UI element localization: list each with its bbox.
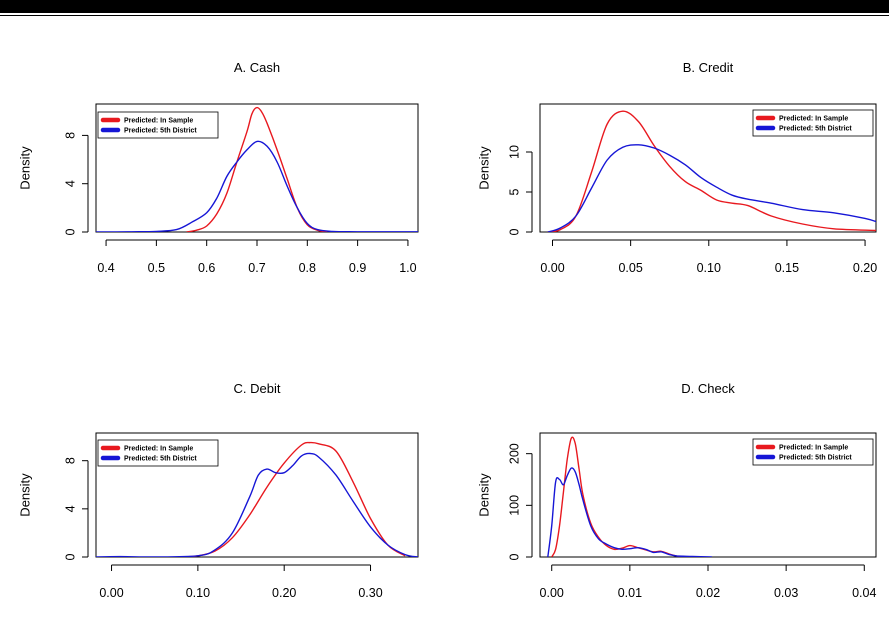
x-tick-label: 0.01 [618,586,642,600]
legend-label: Predicted: In Sample [779,116,848,123]
y-tick-label: 200 [507,443,521,464]
series-line-district [547,467,712,557]
x-tick-label: 0.00 [99,586,123,600]
legend: Predicted: In Sample Predicted: 5th Distr… [97,439,219,467]
legend-label: Predicted: 5th District [124,128,197,135]
chart-title: B. Credit [683,60,734,75]
y-tick-label: 5 [507,188,521,195]
y-tick-label: 0 [507,553,521,560]
legend-box [752,109,874,137]
legend: Predicted: In Sample Predicted: 5th Distr… [752,109,874,137]
series-line-district [96,140,418,232]
x-tick-label: 0.05 [618,261,642,275]
x-tick-label: 0.00 [540,586,564,600]
legend-label: Predicted: 5th District [779,455,852,462]
series-line-in-sample [180,441,406,557]
header-rule [0,15,889,16]
plot-frame [539,103,877,233]
x-tick-label: 0.00 [540,261,564,275]
y-tick-label: 0 [507,228,521,235]
legend: Predicted: In Sample Predicted: 5th Distr… [752,438,874,466]
x-tick-label: 0.8 [299,261,316,275]
y-tick-label: 8 [63,132,77,139]
x-tick-label: 0.20 [272,586,296,600]
y-tick-label: 4 [63,505,77,512]
chart-title: C. Debit [234,381,281,396]
plot-frame [95,432,419,558]
x-tick-label: 0.02 [696,586,720,600]
y-axis-label: Density [476,473,491,517]
y-tick-label: 100 [507,495,521,516]
x-tick-label: 0.15 [775,261,799,275]
x-tick-label: 0.4 [97,261,114,275]
y-axis-label: Density [17,473,32,517]
y-tick-label: 0 [63,228,77,235]
chart-title: D. Check [681,381,735,396]
legend-label: Predicted: In Sample [779,445,848,452]
x-tick-label: 0.03 [774,586,798,600]
legend: Predicted: In Sample Predicted: 5th Distr… [97,111,219,139]
series-line-district [96,452,418,557]
y-tick-label: 8 [63,457,77,464]
legend-box [97,111,219,139]
x-tick-label: 0.10 [697,261,721,275]
legend-label: Predicted: 5th District [779,126,852,133]
y-tick-label: 10 [507,145,521,159]
series-line-in-sample [547,110,876,232]
x-tick-label: 1.0 [399,261,416,275]
y-axis-label: Density [17,146,32,190]
x-tick-label: 0.20 [853,261,877,275]
y-axis-label: Density [476,146,491,190]
y-tick-label: 0 [63,553,77,560]
chart-panel: A. Cash Density 0.4 0.5 0.6 0.7 0.8 0.9 1.0 0 4 8 Pr… [17,60,419,275]
y-tick-label: 4 [63,180,77,187]
chart-panel: D. Check Density 0.00 0.01 0.02 0.03 0.04 0 100 2… [476,381,877,600]
legend-label: Predicted: In Sample [124,118,193,125]
legend-label: Predicted: 5th District [124,456,197,463]
x-tick-label: 0.5 [148,261,165,275]
legend-label: Predicted: In Sample [124,446,193,453]
series-line-in-sample [551,436,685,557]
legend-box [752,438,874,466]
chart-title: A. Cash [234,60,280,75]
plot-frame [95,103,419,233]
x-tick-label: 0.7 [248,261,265,275]
x-tick-label: 0.30 [358,586,382,600]
x-tick-label: 0.9 [349,261,366,275]
chart-panel: B. Credit Density 0.00 0.05 0.10 0.15 0.20 0 5 10… [476,60,877,275]
x-tick-label: 0.10 [186,586,210,600]
header-band [0,0,889,13]
x-tick-label: 0.6 [198,261,215,275]
chart-panel: C. Debit Density 0.00 0.10 0.20 0.30 0 4 8 Predic… [17,381,419,600]
legend-box [97,439,219,467]
series-line-district [547,144,876,232]
x-tick-label: 0.04 [852,586,876,600]
